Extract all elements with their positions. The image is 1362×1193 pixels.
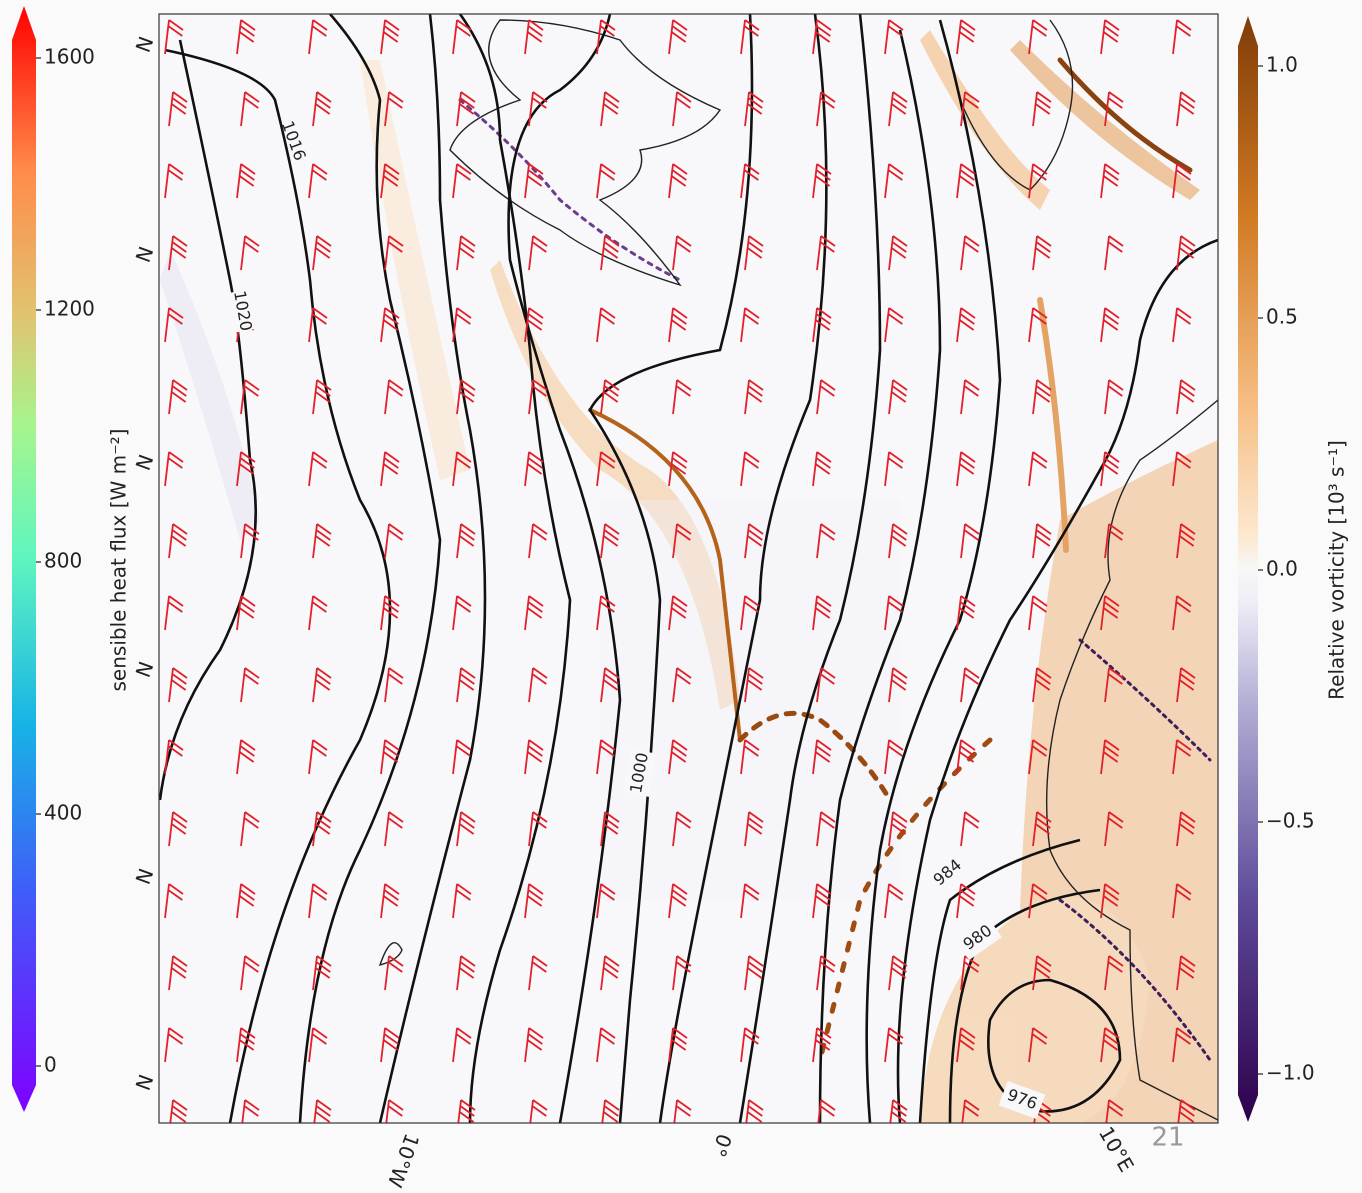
- lat-label: N: [131, 1071, 159, 1093]
- colorbar-tick-label: 1600: [44, 45, 95, 69]
- colorbar-tick-label: 400: [44, 801, 82, 825]
- colorbar-tick-label: 800: [44, 549, 82, 573]
- lon-label: 10°W: [383, 1130, 425, 1190]
- figure: sensible heat flux [W m⁻²] Relative vort…: [0, 0, 1362, 1193]
- colorbar-tick-label: 0.5: [1266, 305, 1298, 329]
- page-number: 21: [1151, 1123, 1184, 1153]
- colorbar-tick-label: 0.0: [1266, 557, 1298, 581]
- lat-label: N: [131, 865, 159, 887]
- page: sensible heat flux [W m⁻²] Relative vort…: [0, 0, 1362, 1193]
- lat-label: N: [131, 658, 159, 680]
- lon-label: 0°: [706, 1131, 736, 1161]
- heat-flux-colorbar: [12, 6, 36, 1112]
- vorticity-colorbar: [1238, 16, 1258, 1122]
- lon-label: 10°E: [1094, 1122, 1139, 1176]
- colorbar-tick-label: 1200: [44, 297, 95, 321]
- lat-label: N: [131, 243, 159, 265]
- colorbar-tick-label: 0: [44, 1053, 57, 1077]
- colorbar-label: Relative vorticity [10³ s⁻¹]: [1325, 440, 1349, 700]
- colorbar-tick-label: 1.0: [1266, 53, 1298, 77]
- lat-label: N: [131, 33, 159, 55]
- lat-label: N: [131, 451, 159, 473]
- colorbar-tick-label: −0.5: [1266, 809, 1315, 833]
- colorbar-tick-label: −1.0: [1266, 1061, 1315, 1085]
- colorbar-label: sensible heat flux [W m⁻²]: [107, 429, 131, 692]
